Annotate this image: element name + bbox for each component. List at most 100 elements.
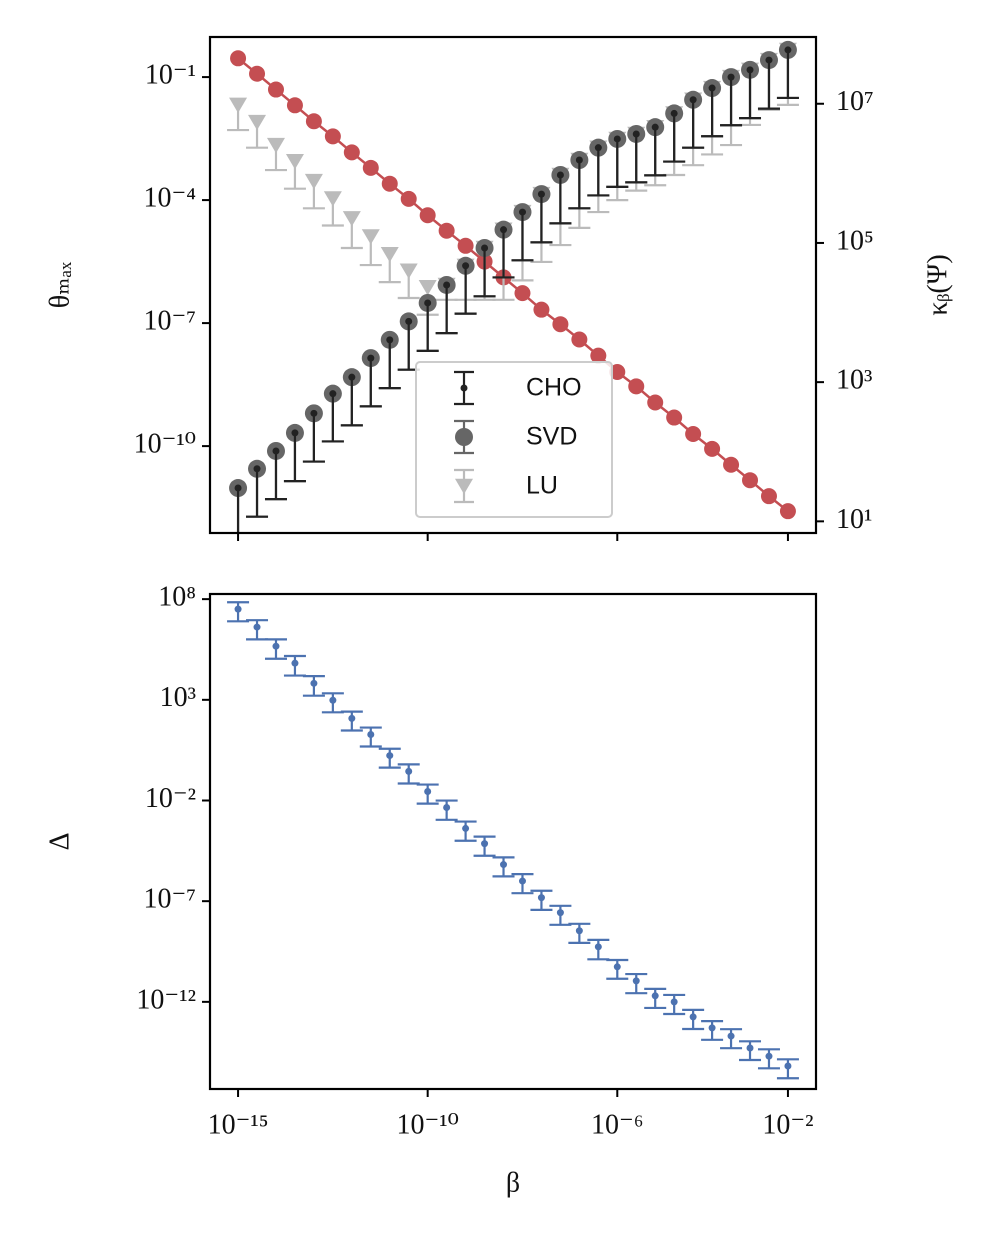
marker	[418, 280, 437, 296]
marker	[666, 409, 683, 426]
marker	[367, 730, 375, 738]
error-bar	[625, 133, 648, 184]
y-tick-label: 10⁸	[158, 582, 196, 613]
y2-tick-label: 10¹	[836, 504, 872, 535]
marker	[518, 877, 526, 885]
marker	[647, 394, 664, 411]
marker	[571, 331, 588, 348]
marker	[613, 963, 621, 971]
marker	[594, 943, 602, 951]
marker	[723, 456, 740, 473]
error-bar	[359, 358, 382, 408]
error-bar	[739, 69, 762, 120]
marker	[746, 66, 754, 74]
y2-axis-label: κᵦ(Ψ)	[922, 254, 953, 315]
marker	[518, 208, 526, 216]
marker	[253, 623, 261, 631]
marker	[399, 263, 418, 279]
error-bar	[720, 77, 743, 127]
error-bar	[644, 127, 667, 177]
error-bar	[701, 88, 724, 138]
marker	[685, 425, 702, 442]
error-bar	[530, 194, 553, 244]
error-bar	[549, 174, 572, 225]
y2-tick-label: 10⁵	[836, 225, 874, 256]
marker	[613, 135, 621, 143]
marker	[609, 363, 626, 380]
marker	[462, 824, 470, 832]
x-tick-label: 10⁻⁶	[591, 1109, 644, 1140]
error-bar	[435, 284, 458, 335]
marker	[438, 222, 455, 239]
marker	[628, 378, 645, 395]
y-tick-label: 10³	[160, 682, 196, 713]
marker	[457, 237, 474, 254]
marker	[632, 130, 640, 138]
y2-tick-label: 10³	[836, 365, 872, 396]
plot-area	[227, 40, 799, 533]
y-tick-label: 10⁻²	[145, 783, 196, 814]
error-bar	[568, 160, 591, 210]
error-bar	[757, 60, 780, 110]
error-bar	[492, 229, 515, 279]
marker	[329, 390, 337, 398]
error-bar	[264, 450, 287, 501]
marker	[310, 409, 318, 417]
y-tick-label: 10⁻⁷	[143, 884, 196, 915]
error-bar	[587, 147, 610, 197]
marker	[230, 50, 247, 67]
legend-label: CHO	[526, 374, 582, 402]
marker	[670, 998, 678, 1006]
marker	[742, 472, 759, 489]
marker	[310, 679, 318, 687]
legend-marker	[455, 428, 473, 446]
error-bar	[776, 49, 799, 100]
legend-marker	[455, 478, 473, 495]
marker	[386, 752, 394, 760]
marker	[272, 447, 280, 455]
marker	[552, 316, 569, 333]
error-bar	[302, 413, 325, 463]
error-bar	[321, 393, 344, 443]
marker	[632, 977, 640, 985]
x-tick-label: 10⁻¹⁵	[208, 1109, 269, 1140]
marker	[324, 128, 341, 145]
marker	[779, 503, 796, 520]
marker	[500, 226, 508, 234]
marker	[443, 803, 451, 811]
y-tick-label: 10⁻¹²	[136, 984, 196, 1015]
marker	[229, 97, 248, 113]
marker	[727, 73, 735, 81]
axes-frame	[208, 35, 818, 535]
error-bar	[246, 468, 269, 518]
marker	[253, 465, 261, 473]
marker	[361, 229, 380, 245]
marker	[704, 440, 721, 457]
marker	[708, 84, 716, 92]
marker	[670, 109, 678, 117]
marker	[291, 429, 299, 437]
marker	[784, 46, 792, 54]
error-bar	[340, 377, 363, 427]
marker	[234, 484, 242, 492]
marker	[419, 207, 436, 224]
y-axis-label: θₘₐₓ	[44, 261, 75, 308]
x-tick-label: 10⁻¹⁰	[396, 1109, 458, 1140]
marker	[286, 97, 303, 114]
marker	[760, 488, 777, 505]
marker	[405, 767, 413, 775]
marker	[348, 373, 356, 381]
error-bar	[416, 302, 439, 352]
y-tick-label: 10⁻¹	[145, 60, 196, 91]
marker	[462, 262, 470, 270]
legend-label: LU	[526, 472, 558, 500]
marker	[746, 1044, 754, 1052]
marker	[537, 894, 545, 902]
marker	[727, 1032, 735, 1040]
marker	[400, 190, 417, 207]
marker	[304, 173, 323, 190]
y-axis-label: Δ	[44, 832, 75, 850]
marker	[362, 159, 379, 176]
marker	[343, 144, 360, 161]
